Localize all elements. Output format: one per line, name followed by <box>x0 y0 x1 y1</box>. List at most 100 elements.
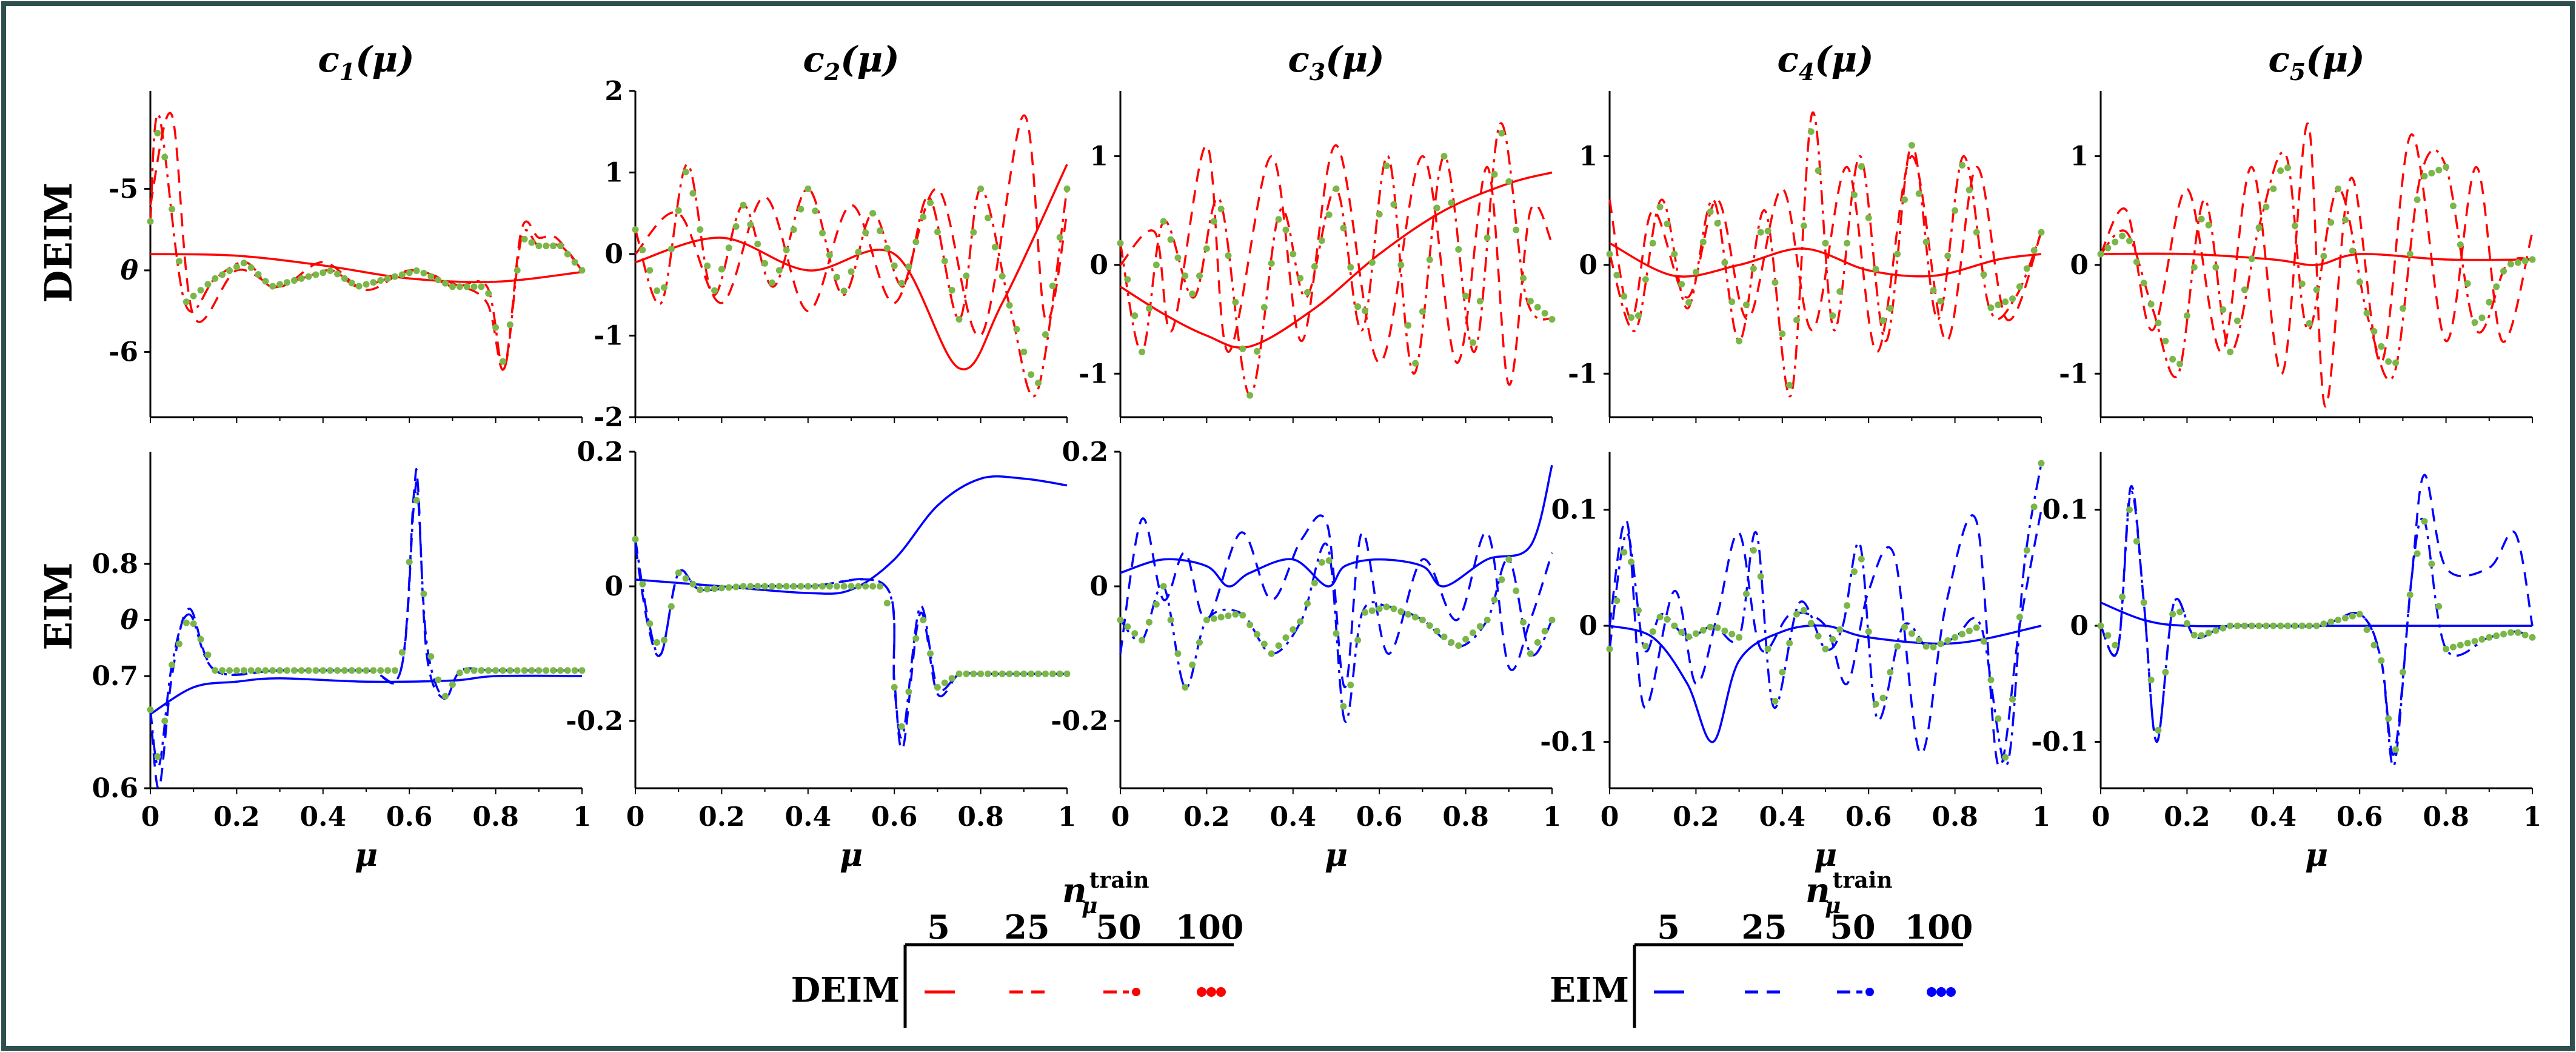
series-point-100 <box>977 185 985 192</box>
series-point-100 <box>1028 670 1035 677</box>
legend-eim-header: n train <box>1805 868 1893 911</box>
series-point-100 <box>1063 185 1071 192</box>
series-point-100 <box>2220 306 2227 313</box>
series-point-100 <box>2162 337 2169 344</box>
series-point-100 <box>535 667 543 674</box>
legend-deim-swatch-dotted-3 <box>1216 987 1226 997</box>
series-point-100 <box>2457 241 2464 249</box>
series-point-100 <box>1433 204 1440 212</box>
series-point-100 <box>1965 628 1973 635</box>
series-point-100 <box>2263 203 2270 210</box>
series-point-100 <box>1117 617 1124 623</box>
series-point-100 <box>212 275 219 282</box>
series-point-100 <box>1865 214 1872 221</box>
series-point-100 <box>2320 620 2327 628</box>
series-point-100 <box>1534 639 1541 646</box>
series-point-100 <box>2335 617 2342 623</box>
series-point-100 <box>182 619 190 626</box>
column-title-arg: (μ) <box>1815 39 1873 80</box>
series-point-100 <box>514 667 521 674</box>
series-line-25 <box>149 112 583 371</box>
series-point-100 <box>370 279 377 286</box>
series-point-100 <box>2140 599 2147 606</box>
legend-deim-swatch-dotted-1 <box>1197 987 1206 997</box>
y-tick-label: 1 <box>604 158 623 189</box>
y-tick-label: 0 <box>2070 250 2089 281</box>
series-point-100 <box>1448 639 1455 646</box>
series-point-100 <box>2399 669 2406 676</box>
x-tick-label: 0 <box>141 802 160 833</box>
series-point-100 <box>1232 611 1239 618</box>
series-point-100 <box>2313 622 2320 629</box>
y-tick-label: -1 <box>1079 358 1108 389</box>
series-point-100 <box>1922 643 1930 650</box>
series-point-100 <box>862 229 869 236</box>
series-point-100 <box>1757 229 1764 236</box>
series-point-100 <box>2155 320 2162 327</box>
series-point-100 <box>398 271 406 278</box>
series-point-100 <box>869 210 877 217</box>
legend-deim-count-100: 100 <box>1176 908 1244 946</box>
series-point-100 <box>1664 220 1671 227</box>
series-point-100 <box>2335 185 2342 192</box>
series-point-100 <box>704 586 711 593</box>
y-tick-label: 1 <box>2070 141 2089 172</box>
series-point-100 <box>1750 547 1757 554</box>
series-point-100 <box>2284 164 2292 172</box>
series-point-100 <box>1268 650 1275 657</box>
series-point-100 <box>334 667 341 674</box>
column-title-arg: (μ) <box>840 39 899 80</box>
series-point-100 <box>1699 238 1707 246</box>
series-point-100 <box>1440 153 1448 160</box>
legend-eim-header-base: n <box>1805 871 1830 911</box>
y-tick-label: 0 <box>1089 571 1108 602</box>
series-point-100 <box>1520 275 1527 282</box>
series-point-100 <box>391 273 398 280</box>
series-point-100 <box>2126 506 2133 514</box>
series-point-100 <box>1049 283 1056 290</box>
series-point-100 <box>1742 301 1750 309</box>
x-axis-label: μ <box>2305 837 2328 874</box>
series-point-100 <box>1455 642 1462 649</box>
series-point-100 <box>970 229 977 236</box>
y-tick-label: 0 <box>1579 611 1597 642</box>
series-point-100 <box>2255 224 2263 231</box>
series-point-100 <box>1042 331 1049 338</box>
series-point-100 <box>240 260 247 267</box>
series-point-100 <box>1174 650 1182 657</box>
series-point-100 <box>327 667 334 674</box>
series-point-100 <box>1649 240 1656 247</box>
x-tick-label: 0.4 <box>1270 802 1317 833</box>
x-tick-label: 1 <box>573 802 592 833</box>
series-point-100 <box>632 226 639 233</box>
series-point-100 <box>1865 628 1872 635</box>
x-tick-label: 0.6 <box>871 802 918 833</box>
series-point-100 <box>406 558 413 566</box>
series-point-100 <box>528 667 535 674</box>
series-point-100 <box>1692 630 1699 637</box>
x-tick-label: 0.8 <box>957 802 1004 833</box>
series-point-100 <box>934 684 941 691</box>
series-point-100 <box>169 206 176 213</box>
series-point-100 <box>312 667 319 674</box>
series-point-100 <box>1476 623 1484 630</box>
series-point-100 <box>732 223 740 230</box>
x-tick-label: 0.8 <box>472 802 519 833</box>
series-point-100 <box>2486 634 2493 641</box>
series-point-100 <box>1786 381 1793 389</box>
x-tick-label: 0.2 <box>1183 802 1230 833</box>
series-point-100 <box>797 583 805 590</box>
series-point-100 <box>761 583 769 590</box>
x-tick-label: 0.8 <box>1932 802 1978 833</box>
series-point-100 <box>1182 684 1189 691</box>
series-point-100 <box>2435 603 2443 610</box>
series-point-100 <box>348 667 355 674</box>
series-point-100 <box>2449 643 2457 651</box>
series-point-100 <box>1621 293 1628 300</box>
series-point-100 <box>1268 260 1275 267</box>
series-point-100 <box>718 585 725 592</box>
series-point-100 <box>682 575 689 582</box>
series-point-100 <box>262 278 269 285</box>
series-point-100 <box>790 583 797 590</box>
